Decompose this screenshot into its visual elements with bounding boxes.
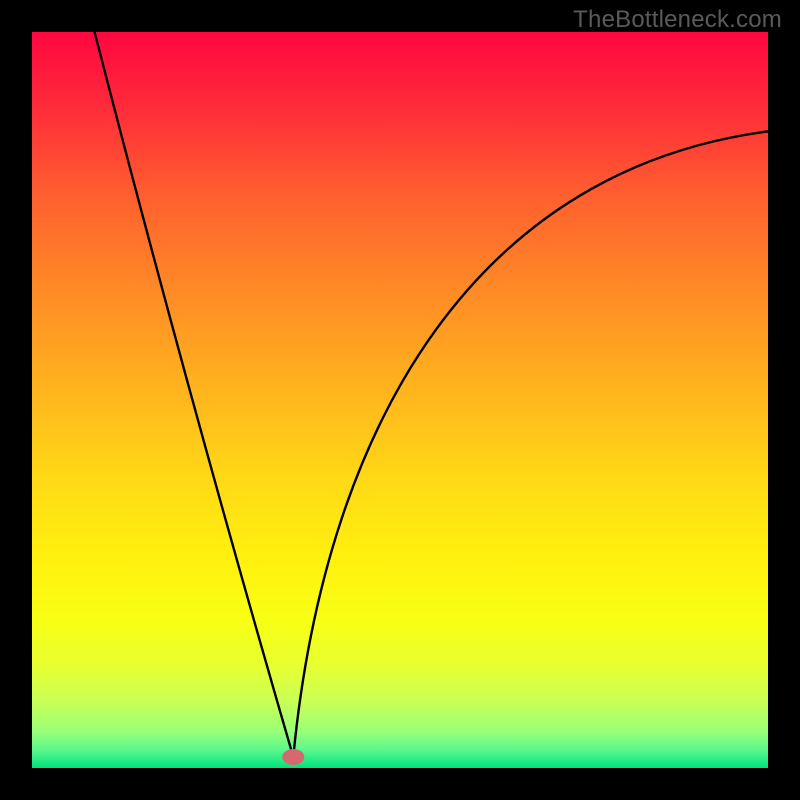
bottleneck-curve: [32, 32, 768, 768]
watermark-text: TheBottleneck.com: [573, 6, 782, 34]
plot-area: [32, 32, 768, 768]
optimal-point-marker: [282, 749, 304, 765]
chart-container: TheBottleneck.com: [0, 0, 800, 800]
